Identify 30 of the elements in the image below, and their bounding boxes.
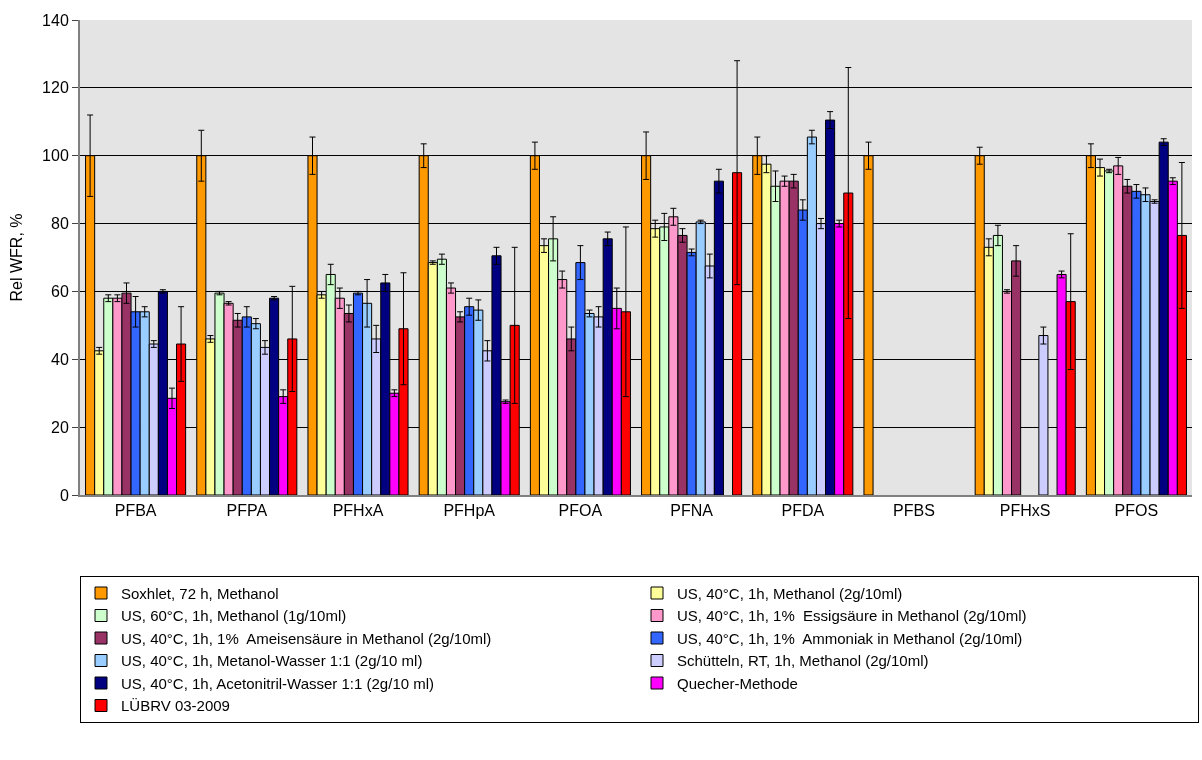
legend-label: US, 40°C, 1h, 1% Essigsäure in Methanol (2g/10ml) <box>677 607 1027 625</box>
y-tick-label: 0 <box>59 486 69 504</box>
x-tick-label: PFNA <box>670 502 714 520</box>
x-tick-label: PFOS <box>1114 502 1159 520</box>
legend-label: Schütteln, RT, 1h, Methanol (2g/10ml) <box>677 652 929 670</box>
x-tick-label: PFHxS <box>999 502 1051 520</box>
x-tick-label: PFPA <box>226 502 268 520</box>
y-tick-label: 20 <box>51 418 69 436</box>
y-tick-label: 140 <box>42 11 69 29</box>
legend-label: US, 60°C, 1h, Methanol (1g/10ml) <box>121 607 347 625</box>
y-tick-label: 60 <box>51 283 69 301</box>
y-tick-label: 100 <box>42 147 69 165</box>
legend-label: US, 40°C, 1h, 1% Ammoniak in Methanol (2g/10ml) <box>677 629 1023 647</box>
legend-label: LÜBRV 03-2009 <box>121 697 230 715</box>
x-tick-label: PFHxA <box>332 502 384 520</box>
x-tick-label: PFOA <box>558 502 603 520</box>
x-tick-label: PFHpA <box>443 502 496 520</box>
legend-label: Soxhlet, 72 h, Methanol <box>121 584 279 602</box>
y-tick-label: 40 <box>51 350 69 368</box>
x-tick-label: PFDA <box>781 502 825 520</box>
x-tick-label: PFBA <box>114 502 157 520</box>
legend-label: US, 40°C, 1h, 1% Ameisensäure in Methanol (2g/10ml) <box>121 629 492 647</box>
legend-label: US, 40°C, 1h, Acetonitril-Wasser 1:1 (2g/10 ml) <box>121 674 435 692</box>
y-tick-label: 80 <box>51 215 69 233</box>
y-tick-label: 120 <box>42 79 69 97</box>
legend-label: Quecher-Methode <box>677 674 798 692</box>
legend-label: US, 40°C, 1h, Methanol (2g/10ml) <box>677 584 903 602</box>
legend-label: US, 40°C, 1h, Metanol-Wasser 1:1 (2g/10 ml) <box>121 652 423 670</box>
y-axis-title: Rel WFR, % <box>8 213 26 302</box>
x-tick-label: PFBS <box>893 502 935 520</box>
